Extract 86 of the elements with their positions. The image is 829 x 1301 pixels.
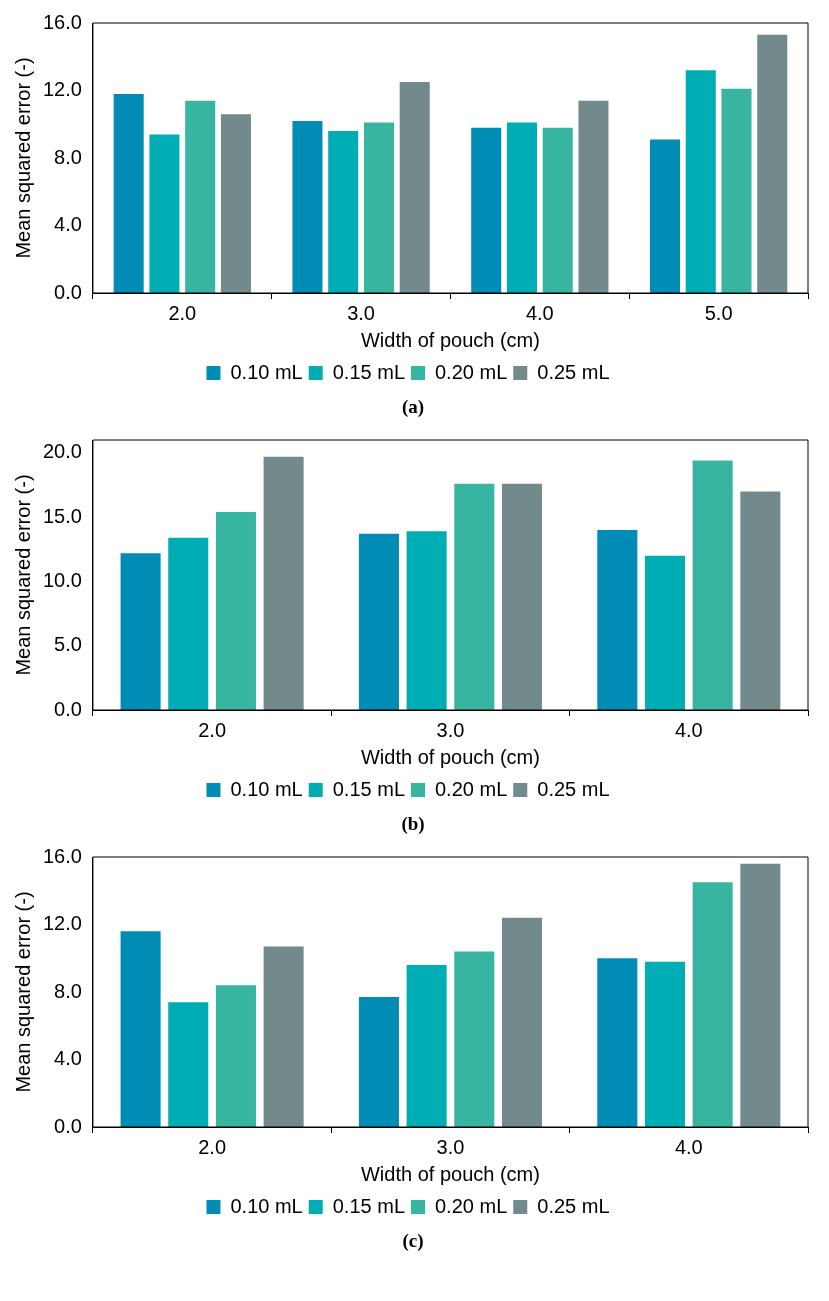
legend-label: 0.20 mL: [435, 777, 508, 800]
x-tick-label: 5.0: [704, 301, 733, 324]
bar: [757, 34, 788, 293]
bar: [501, 483, 542, 710]
bar: [406, 965, 447, 1127]
y-tick-label: 0.0: [54, 280, 82, 303]
y-tick-label: 15.0: [42, 504, 82, 527]
text: (c): [401, 1229, 425, 1253]
y-axis-title: Mean squared error (-): [11, 57, 34, 259]
bar: [740, 863, 781, 1127]
x-tick-label: 4.0: [674, 1135, 703, 1158]
x-tick-label: 3.0: [347, 301, 375, 324]
legend-label: 0.10 mL: [230, 777, 303, 800]
x-tick-label: 4.0: [525, 301, 554, 324]
bar: [113, 93, 144, 293]
y-tick-label: 10.0: [42, 568, 82, 591]
bar: [120, 931, 161, 1127]
bar: [649, 139, 680, 293]
bar: [220, 114, 251, 293]
bar: [406, 531, 447, 710]
bar: [685, 70, 716, 293]
bar: [358, 533, 399, 710]
bar: [721, 88, 752, 293]
y-tick-label: 20.0: [42, 440, 82, 463]
bar: [740, 491, 781, 710]
legend-label: 0.25 mL: [537, 1194, 610, 1217]
bar: [168, 1002, 209, 1127]
bar: [692, 460, 733, 710]
bar: [578, 100, 609, 293]
y-tick-label: 0.0: [54, 1114, 82, 1137]
bar: [168, 537, 209, 710]
bar: [506, 122, 537, 293]
bar: [399, 82, 430, 293]
x-tick-label: 2.0: [198, 718, 227, 741]
bar: [471, 127, 502, 293]
y-tick-label: 8.0: [54, 979, 82, 1002]
bar: [597, 958, 638, 1127]
legend-label: 0.10 mL: [230, 1194, 303, 1217]
bar: [263, 456, 304, 710]
y-tick-label: 5.0: [54, 633, 82, 656]
y-axis-title: Mean squared error (-): [11, 474, 34, 676]
legend-label: 0.15 mL: [332, 777, 405, 800]
y-tick-label: 8.0: [54, 145, 82, 168]
bar: [363, 122, 394, 293]
legend-label: 0.10 mL: [230, 360, 303, 383]
y-tick-label: 16.0: [42, 844, 82, 867]
legend-label: 0.15 mL: [332, 1194, 405, 1217]
bar: [644, 961, 686, 1127]
bar: [542, 127, 573, 293]
bar: [328, 131, 359, 293]
bar: [215, 512, 256, 710]
y-tick-label: 16.0: [42, 10, 82, 33]
bar: [263, 946, 304, 1127]
x-axis-title: Width of pouch (cm): [360, 1162, 540, 1185]
bar: [644, 555, 686, 710]
x-tick-label: 2.0: [198, 1135, 227, 1158]
bar: [501, 917, 542, 1127]
bar: [692, 882, 733, 1127]
legend-label: 0.20 mL: [435, 1194, 508, 1217]
bar: [597, 530, 638, 710]
bar: [454, 483, 495, 710]
x-tick-label: 3.0: [436, 1135, 465, 1158]
text: (b): [400, 812, 426, 836]
bar: [149, 134, 180, 293]
y-tick-label: 4.0: [54, 213, 82, 236]
bar: [358, 997, 399, 1127]
x-tick-label: 2.0: [168, 301, 197, 324]
x-axis-title: Width of pouch (cm): [360, 328, 540, 351]
bar: [215, 985, 256, 1127]
y-tick-label: 12.0: [42, 912, 82, 935]
legend-label: 0.20 mL: [435, 360, 508, 383]
y-tick-label: 12.0: [42, 78, 82, 101]
bar: [120, 553, 161, 710]
bar: [292, 120, 323, 293]
y-tick-label: 4.0: [54, 1047, 82, 1070]
x-tick-label: 3.0: [436, 718, 465, 741]
legend-label: 0.15 mL: [332, 360, 405, 383]
legend-label: 0.25 mL: [537, 777, 610, 800]
y-axis-title: Mean squared error (-): [11, 891, 34, 1093]
y-tick-label: 0.0: [54, 697, 82, 720]
x-tick-label: 4.0: [674, 718, 703, 741]
bar: [185, 100, 216, 293]
bar: [454, 951, 495, 1127]
text: (a): [400, 395, 426, 419]
x-axis-title: Width of pouch (cm): [360, 745, 540, 768]
legend-label: 0.25 mL: [537, 360, 610, 383]
